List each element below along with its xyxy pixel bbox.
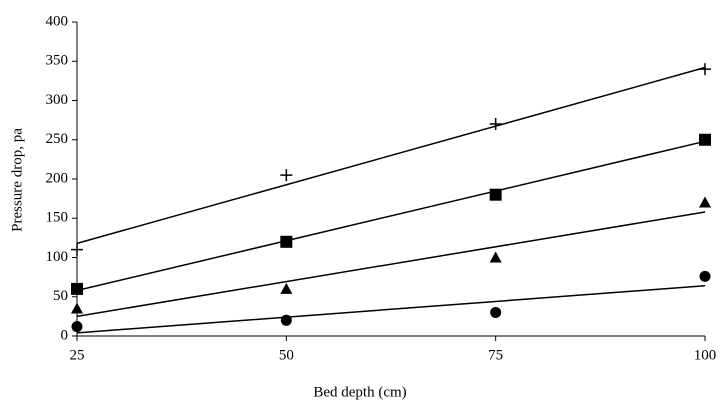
marker-plus: [280, 169, 293, 182]
x-axis-label: Bed depth (cm): [313, 384, 406, 400]
y-tick-label: 200: [46, 170, 69, 186]
trend-line: [76, 285, 706, 334]
y-tick-label: 400: [46, 13, 69, 29]
trend-line: [76, 66, 706, 245]
marker-circle: [280, 314, 292, 326]
marker-triangle: [489, 251, 502, 263]
x-tick-label: 50: [279, 347, 294, 363]
trend-line: [76, 211, 706, 318]
marker-plus: [489, 118, 502, 131]
y-tick-label: 250: [46, 131, 69, 147]
x-tick-label: 25: [70, 347, 85, 363]
marker-square: [489, 188, 502, 201]
marker-circle: [699, 270, 711, 282]
y-tick-label: 0: [61, 327, 69, 343]
marker-triangle: [71, 302, 83, 314]
marker-plus: [71, 243, 83, 256]
x-tick-label: 100: [694, 347, 717, 363]
y-axis-label: Pressure drop, pa: [9, 128, 25, 232]
marker-square: [699, 133, 711, 146]
y-tick-label: 150: [46, 210, 69, 226]
y-tick-label: 100: [46, 249, 69, 265]
marker-plus: [699, 63, 711, 76]
marker-square: [280, 235, 293, 248]
y-tick-label: 50: [53, 288, 68, 304]
marker-circle: [490, 306, 502, 318]
y-tick-label: 300: [46, 92, 69, 108]
marker-square: [71, 282, 83, 295]
marker-circle: [71, 321, 83, 333]
y-tick-label: 350: [46, 53, 69, 69]
x-tick-label: 75: [488, 347, 503, 363]
marker-triangle: [699, 196, 711, 208]
marker-triangle: [280, 282, 293, 294]
trend-line: [76, 140, 706, 292]
